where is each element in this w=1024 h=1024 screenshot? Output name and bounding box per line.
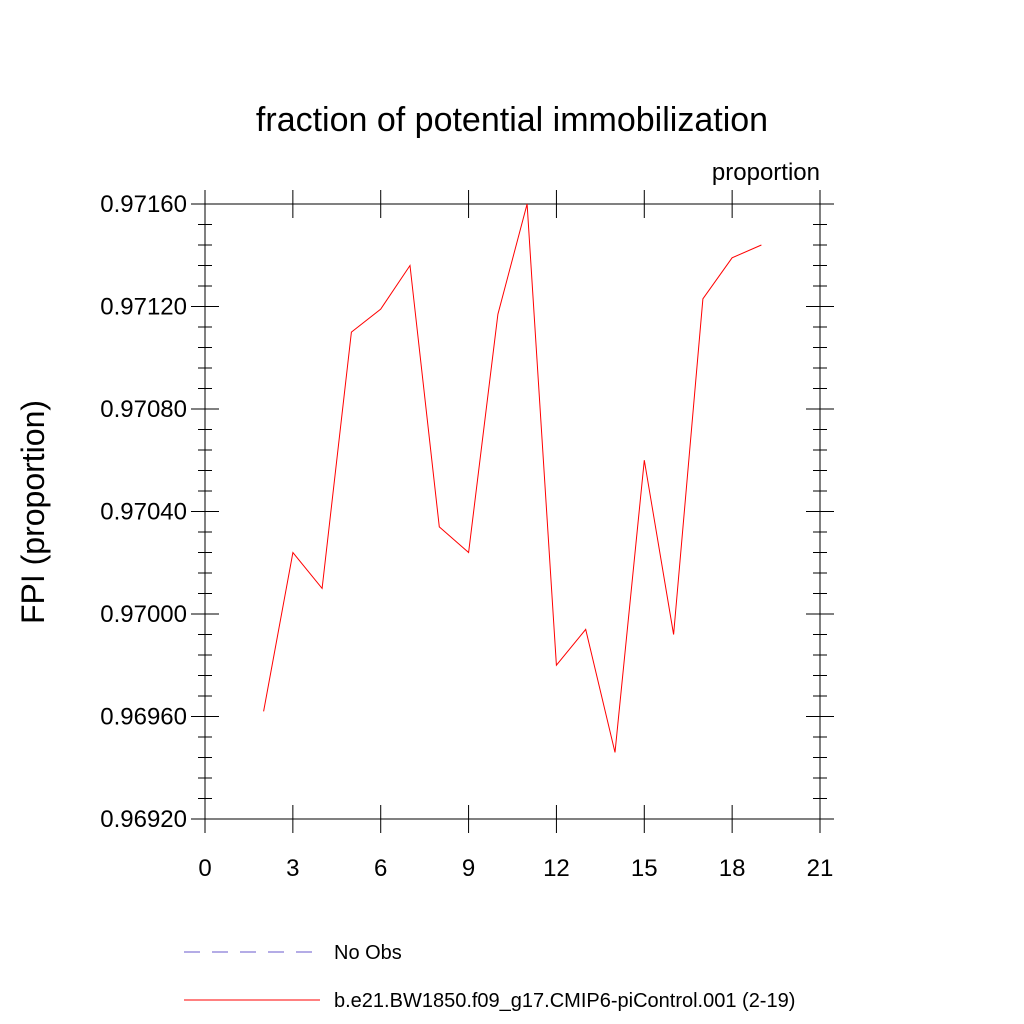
y-axis-label: FPI (proportion) <box>15 400 51 624</box>
chart-title: fraction of potential immobilization <box>256 101 768 139</box>
x-tick-label: 0 <box>198 855 211 882</box>
x-tick-label: 6 <box>374 855 387 882</box>
plot-frame <box>204 203 821 820</box>
series-group <box>263 203 762 753</box>
x-tick-label: 21 <box>807 855 834 882</box>
x-tick-label: 3 <box>286 855 299 882</box>
x-tick-label: 12 <box>543 855 570 882</box>
axis-tick-labels: 0 3 6 9 12 15 18 21 0.96920 0.96960 0.97000 0.97040… <box>100 191 833 882</box>
y-tick-label: 0.96920 <box>100 806 187 833</box>
y-tick-label: 0.96960 <box>100 704 187 731</box>
y-tick-label: 0.97160 <box>100 191 187 218</box>
legend-label: No Obs <box>334 942 402 964</box>
series-line <box>263 203 762 753</box>
legend-label: b.e21.BW1850.f09_g17.CMIP6-piControl.001… <box>334 990 795 1012</box>
x-tick-label: 9 <box>462 855 475 882</box>
axis-ticks <box>191 190 834 833</box>
y-tick-label: 0.97000 <box>100 601 187 628</box>
legend: No Obs b.e21.BW1850.f09_g17.CMIP6-piContr… <box>184 942 795 1012</box>
x-tick-label: 18 <box>719 855 746 882</box>
units-label: proportion <box>712 159 820 186</box>
x-tick-label: 15 <box>631 855 658 882</box>
y-tick-label: 0.97120 <box>100 294 187 321</box>
y-tick-label: 0.97040 <box>100 499 187 526</box>
y-tick-label: 0.97080 <box>100 396 187 423</box>
